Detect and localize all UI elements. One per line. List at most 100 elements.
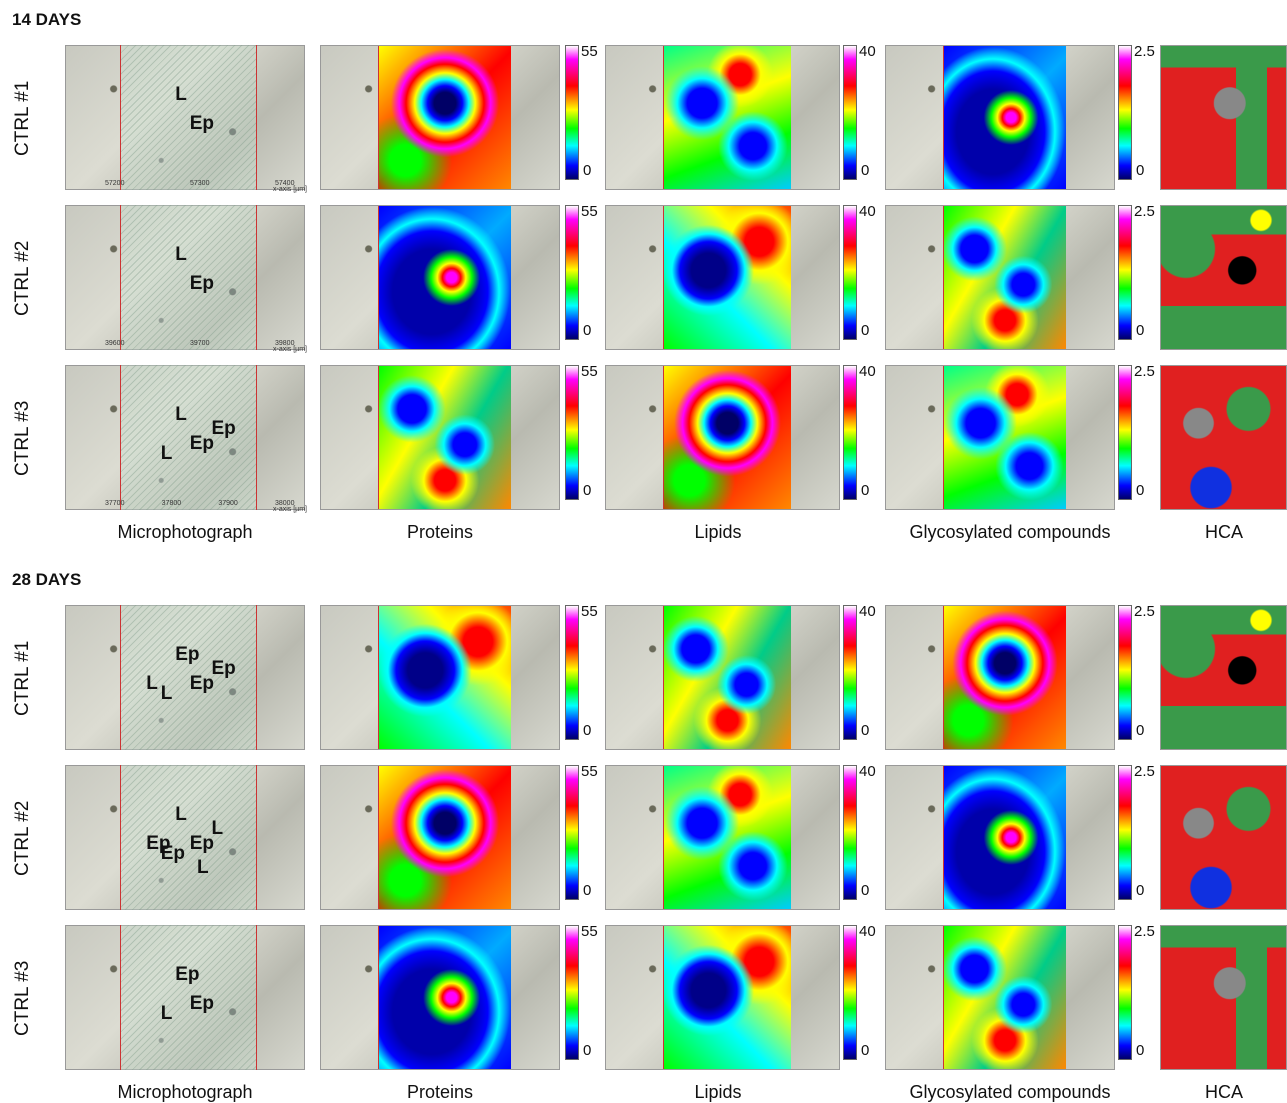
color-scale xyxy=(843,45,857,180)
scale-min: 0 xyxy=(861,882,869,899)
x-tick-label: 37900 xyxy=(218,500,237,507)
hatched-region xyxy=(120,765,257,910)
column-label: HCA xyxy=(1104,1082,1287,1103)
scale-max: 40 xyxy=(859,363,876,380)
region-annotation: L xyxy=(175,244,187,266)
region-annotation: L xyxy=(161,1003,173,1025)
scale-max: 2.5 xyxy=(1134,923,1155,940)
scale-max: 2.5 xyxy=(1134,203,1155,220)
region-annotation: Ep xyxy=(190,833,214,855)
column-label: Microphotograph xyxy=(65,1082,305,1103)
scale-min: 0 xyxy=(583,1042,591,1059)
hatched-region xyxy=(120,205,257,350)
scale-max: 40 xyxy=(859,43,876,60)
x-axis-label: x-axis [µm] xyxy=(273,346,307,353)
chemical-map xyxy=(663,766,791,909)
chemical-map xyxy=(663,926,791,1069)
region-annotation: Ep xyxy=(190,673,214,695)
chemical-map xyxy=(943,766,1066,909)
x-tick-label: 57200 xyxy=(105,180,124,187)
color-scale xyxy=(1118,605,1132,740)
scale-min: 0 xyxy=(1136,322,1144,339)
scale-min: 0 xyxy=(583,322,591,339)
column-label: Lipids xyxy=(598,1082,838,1103)
scale-min: 0 xyxy=(1136,162,1144,179)
scale-max: 55 xyxy=(581,603,598,620)
region-annotation: Ep xyxy=(190,993,214,1015)
region-annotation: Ep xyxy=(212,658,236,680)
section-title: 14 DAYS xyxy=(12,10,81,30)
region-annotation: L xyxy=(161,683,173,705)
region-annotation: Ep xyxy=(190,433,214,455)
chemical-map xyxy=(378,766,511,909)
x-tick-label: 39600 xyxy=(105,340,124,347)
x-tick-label: 37800 xyxy=(162,500,181,507)
x-tick-label: 39700 xyxy=(190,340,209,347)
column-label: HCA xyxy=(1104,522,1287,543)
color-scale xyxy=(843,205,857,340)
region-annotation: L xyxy=(175,404,187,426)
scale-min: 0 xyxy=(1136,882,1144,899)
region-annotation: L xyxy=(197,857,209,879)
region-annotation: Ep xyxy=(190,273,214,295)
scale-max: 2.5 xyxy=(1134,363,1155,380)
region-annotation: Ep xyxy=(175,644,199,666)
color-scale xyxy=(843,765,857,900)
color-scale xyxy=(565,365,579,500)
color-scale xyxy=(565,925,579,1060)
region-annotation: L xyxy=(161,443,173,465)
chemical-map xyxy=(378,926,511,1069)
hca-map xyxy=(1160,205,1287,350)
color-scale xyxy=(1118,45,1132,180)
chemical-map xyxy=(663,46,791,189)
column-label: Proteins xyxy=(320,522,560,543)
figure: {"sections":[ {"title":"14 DAYS", "colum… xyxy=(0,0,1287,1086)
scale-max: 40 xyxy=(859,203,876,220)
x-axis-label: x-axis [µm] xyxy=(273,186,307,193)
row-label: CTRL #2 xyxy=(12,800,34,875)
chemical-map xyxy=(943,206,1066,349)
color-scale xyxy=(1118,925,1132,1060)
scale-min: 0 xyxy=(1136,1042,1144,1059)
x-tick-label: 57300 xyxy=(190,180,209,187)
scale-min: 0 xyxy=(861,162,869,179)
color-scale xyxy=(565,45,579,180)
color-scale xyxy=(1118,365,1132,500)
scale-max: 55 xyxy=(581,203,598,220)
region-annotation: Ep xyxy=(212,418,236,440)
color-scale xyxy=(843,605,857,740)
hca-map xyxy=(1160,605,1287,750)
scale-max: 2.5 xyxy=(1134,603,1155,620)
row-label: CTRL #1 xyxy=(12,640,34,715)
color-scale xyxy=(843,365,857,500)
column-label: Lipids xyxy=(598,522,838,543)
color-scale xyxy=(565,605,579,740)
chemical-map xyxy=(663,366,791,509)
scale-max: 55 xyxy=(581,763,598,780)
row-label: CTRL #2 xyxy=(12,240,34,315)
row-label: CTRL #3 xyxy=(12,400,34,475)
region-annotation: Ep xyxy=(146,833,170,855)
scale-min: 0 xyxy=(1136,482,1144,499)
scale-min: 0 xyxy=(861,322,869,339)
chemical-map xyxy=(378,606,511,749)
x-tick-label: 37700 xyxy=(105,500,124,507)
chemical-map xyxy=(943,366,1066,509)
color-scale xyxy=(1118,765,1132,900)
scale-max: 40 xyxy=(859,603,876,620)
chemical-map xyxy=(943,46,1066,189)
hca-map xyxy=(1160,765,1287,910)
hatched-region xyxy=(120,365,257,510)
region-annotation: Ep xyxy=(175,964,199,986)
region-annotation: Ep xyxy=(190,113,214,135)
hatched-region xyxy=(120,45,257,190)
column-label: Glycosylated compounds xyxy=(890,1082,1130,1103)
hca-map xyxy=(1160,365,1287,510)
scale-min: 0 xyxy=(861,722,869,739)
hca-map xyxy=(1160,45,1287,190)
scale-min: 0 xyxy=(583,722,591,739)
scale-max: 2.5 xyxy=(1134,763,1155,780)
color-scale xyxy=(1118,205,1132,340)
scale-max: 40 xyxy=(859,923,876,940)
chemical-map xyxy=(378,206,511,349)
